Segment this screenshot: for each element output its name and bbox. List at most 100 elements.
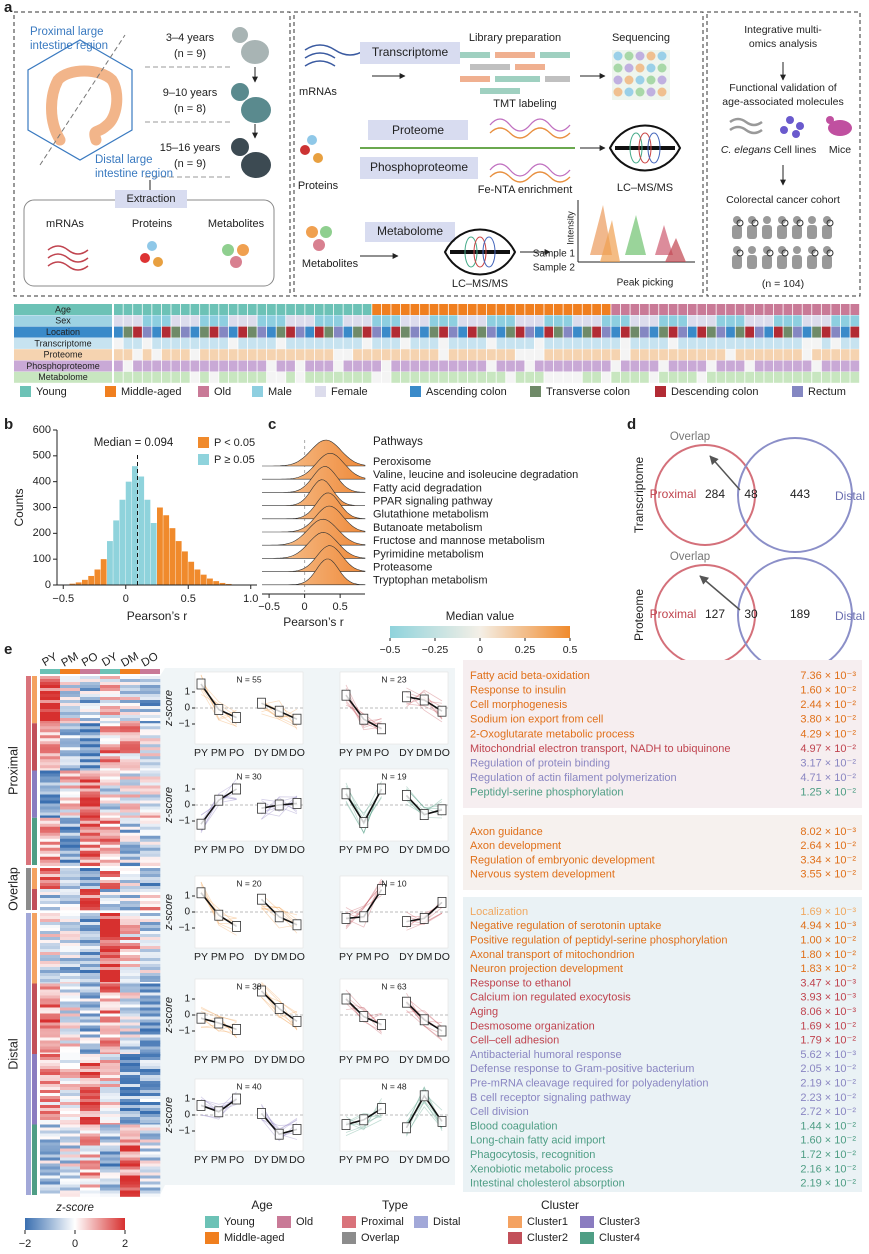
- heat-cell: [140, 1046, 161, 1050]
- heat-cell: [140, 1151, 161, 1155]
- colorbar-tick: −0.25: [422, 644, 449, 656]
- lens: [751, 219, 759, 227]
- member-line: [345, 885, 382, 927]
- step: Functional validation of: [729, 82, 836, 94]
- heat-cell: [120, 1136, 141, 1140]
- track-cell: [420, 326, 429, 338]
- heat-cell: [80, 1096, 101, 1100]
- track-cell: [515, 304, 525, 315]
- track-cell: [563, 315, 573, 327]
- track-cell: [247, 337, 257, 349]
- heat-cell: [100, 886, 121, 890]
- track-cell: [687, 304, 697, 315]
- p-value: 4.94 × 10⁻³: [800, 920, 856, 932]
- heat-cell: [40, 1063, 61, 1067]
- term: Negative regulation of serotonin uptake: [470, 920, 661, 932]
- legend-swatch: [205, 1232, 219, 1244]
- heat-cell: [140, 1019, 161, 1023]
- heat-cell: [80, 1154, 101, 1158]
- track-cell: [372, 349, 381, 361]
- heat-cell: [40, 1013, 61, 1017]
- heat-cell: [40, 925, 61, 929]
- heat-cell: [40, 709, 61, 713]
- track-cell: [123, 337, 133, 349]
- p-value: 2.05 × 10⁻²: [800, 1063, 856, 1075]
- heat-cell: [80, 744, 101, 748]
- y-tick-label: 600: [33, 424, 51, 436]
- track-cell: [152, 315, 162, 327]
- track-cell: [592, 371, 601, 383]
- heat-cell: [60, 1169, 81, 1173]
- p-value: 5.62 × 10⁻³: [800, 1049, 856, 1061]
- heat-cell: [100, 1127, 121, 1131]
- heat-cell: [40, 1034, 61, 1038]
- heat-cell: [100, 800, 121, 804]
- heat-cell: [60, 1124, 81, 1128]
- workflow-shapes: [304, 42, 695, 276]
- heat-cell: [60, 1069, 81, 1073]
- member-line: [345, 1098, 382, 1131]
- legend-label: Cluster1: [527, 1216, 568, 1228]
- heat-cell: [40, 931, 61, 935]
- member-line: [406, 1106, 443, 1134]
- track-cell: [420, 371, 429, 383]
- track-cell: [697, 360, 707, 372]
- heat-cell: [140, 958, 161, 962]
- legend-label: Proximal: [361, 1216, 404, 1228]
- x-tick-label: 0: [123, 593, 129, 605]
- heat-cell: [40, 788, 61, 792]
- heat-cell: [120, 850, 141, 855]
- track-cell: [649, 337, 659, 349]
- heat-cell: [60, 895, 81, 899]
- heat-cell: [100, 773, 121, 777]
- track-cell: [410, 304, 420, 315]
- heat-cell: [60, 931, 81, 935]
- track-cell: [582, 304, 592, 315]
- heat-cell: [80, 904, 101, 908]
- heat-cell: [140, 1172, 161, 1176]
- heat-cell: [40, 1145, 61, 1149]
- heat-cell: [40, 1120, 61, 1124]
- ridge: [262, 545, 366, 572]
- count: 48: [744, 487, 758, 501]
- heat-cell: [40, 895, 61, 899]
- heat-cell: [60, 983, 81, 987]
- heat-cell: [140, 856, 161, 861]
- heat-cell: [60, 919, 81, 923]
- heat-cell: [40, 1172, 61, 1176]
- heat-cell: [100, 762, 121, 766]
- step: Integrative multi-: [744, 24, 822, 36]
- track-cell: [420, 337, 429, 349]
- p-value: 2.23 × 10⁻²: [800, 1092, 856, 1104]
- y-tick-label: 400: [33, 476, 51, 488]
- track-cell: [831, 371, 841, 383]
- track-cell: [228, 371, 238, 383]
- heat-cell: [100, 1114, 121, 1118]
- heat-cell: [60, 1114, 81, 1118]
- legend-label: Old: [214, 386, 231, 398]
- x-tick-label: PM: [211, 747, 227, 759]
- box: [274, 1128, 284, 1140]
- track-cell: [659, 304, 668, 315]
- heat-cell: [80, 889, 101, 893]
- member-line: [261, 905, 298, 920]
- heat-cell: [120, 1022, 141, 1026]
- seq-dot: [613, 75, 623, 85]
- heat-cell: [40, 765, 61, 769]
- track-cell: [630, 371, 640, 383]
- heat-cell: [140, 803, 161, 807]
- heat-cell: [60, 925, 81, 929]
- track-cell: [458, 337, 468, 349]
- track-label: Age: [55, 304, 71, 314]
- track-cell: [659, 315, 668, 327]
- member-line: [406, 913, 443, 926]
- heat-cell: [140, 898, 161, 902]
- heat-cell: [60, 1142, 81, 1146]
- heat-cell: [140, 1096, 161, 1100]
- pathway: Pyrimidine metabolism: [373, 548, 484, 560]
- track-cell: [295, 349, 305, 361]
- p-value: 2.16 × 10⁻²: [800, 1163, 856, 1175]
- track-cell: [123, 315, 133, 327]
- x-tick-label: DM: [416, 951, 432, 963]
- heat-cell: [140, 709, 161, 713]
